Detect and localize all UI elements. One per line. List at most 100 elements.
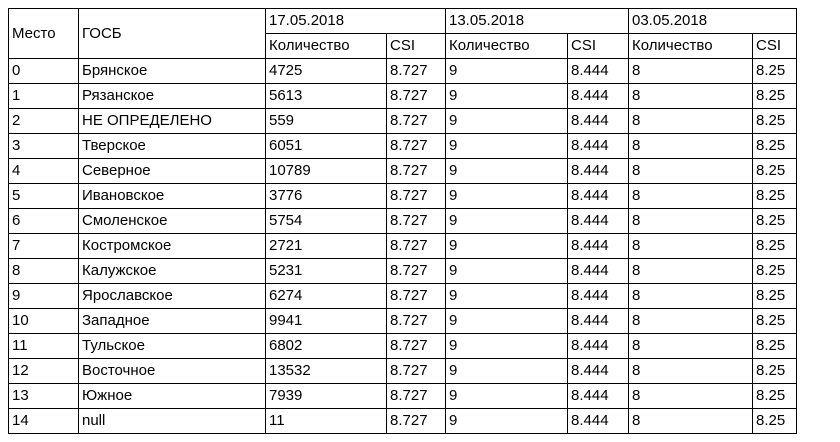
cell-quantity: 9 xyxy=(445,358,568,384)
header-csi: CSI xyxy=(567,33,629,59)
cell-csi: 8.727 xyxy=(386,308,446,334)
cell-place: 1 xyxy=(8,83,79,109)
cell-csi: 8.444 xyxy=(567,333,629,359)
cell-quantity: 559 xyxy=(265,108,387,134)
cell-csi: 8.444 xyxy=(567,183,629,209)
table-body: 0 Брянское 4725 8.727 9 8.444 8 8.25 1 Рязанское 5… xyxy=(8,58,797,434)
cell-csi: 8.444 xyxy=(567,83,629,109)
cell-quantity: 9 xyxy=(445,83,568,109)
cell-csi: 8.444 xyxy=(567,233,629,259)
cell-csi: 8.25 xyxy=(752,83,797,109)
cell-csi: 8.444 xyxy=(567,58,629,84)
header-quantity: Количество xyxy=(445,33,568,59)
cell-csi: 8.25 xyxy=(752,258,797,284)
cell-place: 6 xyxy=(8,208,79,234)
cell-quantity: 3776 xyxy=(265,183,387,209)
cell-quantity: 8 xyxy=(628,233,753,259)
header-csi: CSI xyxy=(752,33,797,59)
cell-gosb: Восточное xyxy=(78,358,266,384)
cell-quantity: 8 xyxy=(628,333,753,359)
header-row-dates: Место ГОСБ 17.05.2018 13.05.2018 03.05.2… xyxy=(8,8,797,59)
cell-quantity: 10789 xyxy=(265,158,387,184)
cell-csi: 8.25 xyxy=(752,283,797,309)
cell-gosb: Брянское xyxy=(78,58,266,84)
cell-place: 2 xyxy=(8,108,79,134)
cell-csi: 8.444 xyxy=(567,358,629,384)
cell-quantity: 4725 xyxy=(265,58,387,84)
cell-csi: 8.25 xyxy=(752,208,797,234)
cell-quantity: 8 xyxy=(628,408,753,434)
cell-csi: 8.727 xyxy=(386,158,446,184)
cell-quantity: 8 xyxy=(628,258,753,284)
cell-quantity: 9941 xyxy=(265,308,387,334)
cell-quantity: 8 xyxy=(628,58,753,84)
cell-csi: 8.727 xyxy=(386,358,446,384)
header-csi: CSI xyxy=(386,33,446,59)
cell-quantity: 9 xyxy=(445,408,568,434)
cell-gosb: null xyxy=(78,408,266,434)
cell-quantity: 8 xyxy=(628,133,753,159)
cell-quantity: 6051 xyxy=(265,133,387,159)
cell-quantity: 9 xyxy=(445,158,568,184)
cell-csi: 8.727 xyxy=(386,258,446,284)
table-row: 13 Южное 7939 8.727 9 8.444 8 8.25 xyxy=(8,383,797,409)
cell-csi: 8.444 xyxy=(567,158,629,184)
cell-csi: 8.727 xyxy=(386,108,446,134)
cell-gosb: Западное xyxy=(78,308,266,334)
cell-csi: 8.727 xyxy=(386,183,446,209)
cell-place: 7 xyxy=(8,233,79,259)
cell-csi: 8.25 xyxy=(752,158,797,184)
cell-quantity: 5231 xyxy=(265,258,387,284)
cell-place: 3 xyxy=(8,133,79,159)
cell-quantity: 9 xyxy=(445,233,568,259)
cell-quantity: 8 xyxy=(628,83,753,109)
table-row: 10 Западное 9941 8.727 9 8.444 8 8.25 xyxy=(8,308,797,334)
table-header: Место ГОСБ 17.05.2018 13.05.2018 03.05.2… xyxy=(8,8,797,59)
cell-quantity: 9 xyxy=(445,333,568,359)
cell-quantity: 8 xyxy=(628,383,753,409)
table-row: 5 Ивановское 3776 8.727 9 8.444 8 8.25 xyxy=(8,183,797,209)
cell-csi: 8.444 xyxy=(567,208,629,234)
cell-csi: 8.25 xyxy=(752,308,797,334)
cell-csi: 8.727 xyxy=(386,208,446,234)
cell-csi: 8.25 xyxy=(752,383,797,409)
cell-quantity: 8 xyxy=(628,308,753,334)
cell-place: 0 xyxy=(8,58,79,84)
cell-csi: 8.444 xyxy=(567,258,629,284)
cell-csi: 8.727 xyxy=(386,58,446,84)
results-table: Место ГОСБ 17.05.2018 13.05.2018 03.05.2… xyxy=(8,8,797,434)
header-gosb: ГОСБ xyxy=(78,8,266,59)
cell-gosb: НЕ ОПРЕДЕЛЕНО xyxy=(78,108,266,134)
table-row: 1 Рязанское 5613 8.727 9 8.444 8 8.25 xyxy=(8,83,797,109)
cell-csi: 8.727 xyxy=(386,383,446,409)
cell-quantity: 8 xyxy=(628,208,753,234)
header-quantity: Количество xyxy=(628,33,753,59)
results-table-container: Место ГОСБ 17.05.2018 13.05.2018 03.05.2… xyxy=(8,8,797,434)
cell-quantity: 8 xyxy=(628,108,753,134)
cell-csi: 8.25 xyxy=(752,408,797,434)
cell-place: 10 xyxy=(8,308,79,334)
cell-quantity: 8 xyxy=(628,183,753,209)
cell-quantity: 5754 xyxy=(265,208,387,234)
cell-csi: 8.727 xyxy=(386,333,446,359)
cell-quantity: 5613 xyxy=(265,83,387,109)
cell-csi: 8.727 xyxy=(386,408,446,434)
cell-quantity: 8 xyxy=(628,358,753,384)
cell-csi: 8.25 xyxy=(752,108,797,134)
cell-quantity: 9 xyxy=(445,108,568,134)
table-row: 0 Брянское 4725 8.727 9 8.444 8 8.25 xyxy=(8,58,797,84)
cell-gosb: Костромское xyxy=(78,233,266,259)
cell-place: 14 xyxy=(8,408,79,434)
cell-gosb: Северное xyxy=(78,158,266,184)
cell-quantity: 2721 xyxy=(265,233,387,259)
cell-place: 13 xyxy=(8,383,79,409)
cell-gosb: Ярославское xyxy=(78,283,266,309)
table-row: 14 null 11 8.727 9 8.444 8 8.25 xyxy=(8,408,797,434)
cell-csi: 8.727 xyxy=(386,83,446,109)
cell-quantity: 8 xyxy=(628,283,753,309)
cell-quantity: 9 xyxy=(445,208,568,234)
cell-csi: 8.444 xyxy=(567,283,629,309)
cell-csi: 8.727 xyxy=(386,233,446,259)
cell-csi: 8.25 xyxy=(752,233,797,259)
cell-quantity: 9 xyxy=(445,308,568,334)
